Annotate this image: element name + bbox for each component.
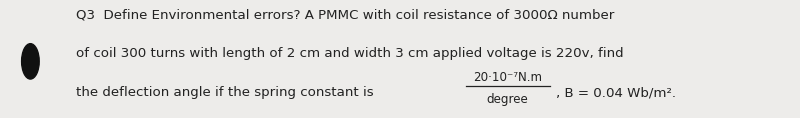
Ellipse shape [22,44,39,79]
Text: 20·10⁻⁷N.m: 20·10⁻⁷N.m [473,71,542,84]
Text: Q3  Define Environmental errors? A PMMC with coil resistance of 3000Ω number: Q3 Define Environmental errors? A PMMC w… [76,8,614,21]
Text: degree: degree [486,93,529,106]
Text: , B = 0.04 Wb/m².: , B = 0.04 Wb/m². [556,86,676,99]
Text: the deflection angle if the spring constant is: the deflection angle if the spring const… [76,86,378,99]
Text: of coil 300 turns with length of 2 cm and width 3 cm applied voltage is 220v, fi: of coil 300 turns with length of 2 cm an… [76,47,624,60]
